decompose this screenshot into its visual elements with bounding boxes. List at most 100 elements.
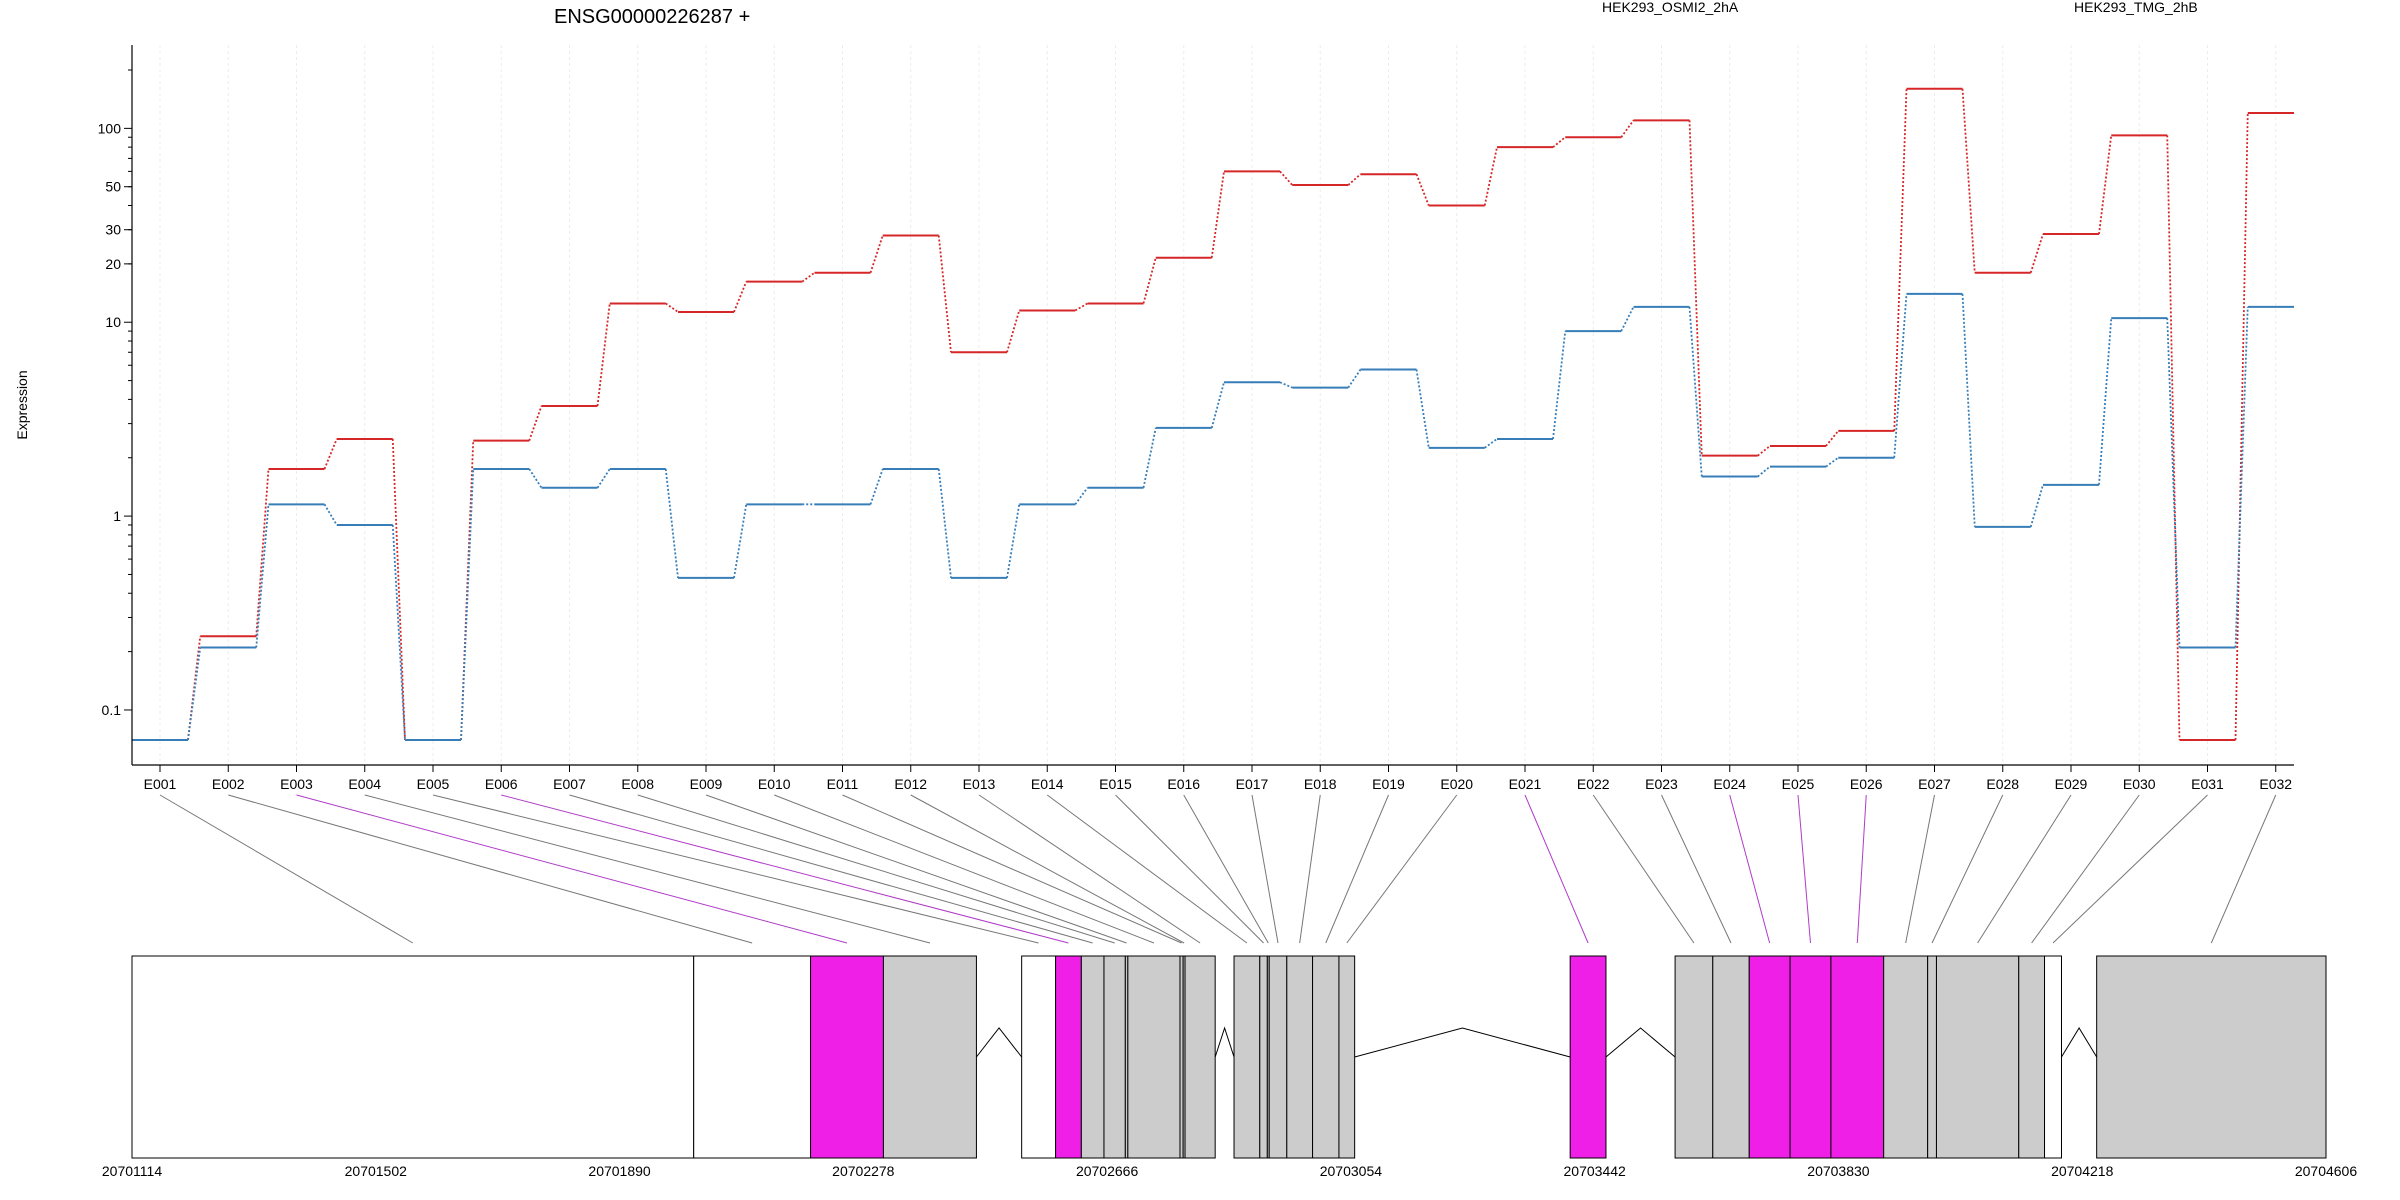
series-2-transition [1347, 369, 1362, 389]
exon-bin-E013 [1184, 955, 1216, 1159]
exon-bin-E026 [1830, 955, 1885, 1159]
y-tick-label: 0.1 [102, 702, 122, 718]
series-1-transition [2098, 135, 2113, 235]
x-tick-label: E003 [280, 776, 313, 792]
connector-E016 [1183, 794, 1269, 944]
series-1-transition [1688, 120, 1703, 456]
connector-E020 [1346, 794, 1458, 944]
coordinate-label: 20702278 [832, 1163, 895, 1179]
series-1-transition [2029, 233, 2044, 274]
connector-E003 [296, 794, 848, 944]
x-tick-label: E004 [348, 776, 381, 792]
coordinate-label: 20704218 [2051, 1163, 2114, 1179]
coordinate-label: 20702666 [1076, 1163, 1139, 1179]
intron-line [1214, 1026, 1235, 1058]
coordinate-label: 20704606 [2295, 1163, 2358, 1179]
series-1-transition [1142, 257, 1157, 304]
x-tick-label: E010 [758, 776, 791, 792]
connector-E026 [1856, 794, 1867, 944]
connector-E001 [159, 794, 414, 944]
exon-bin-E006 [1055, 955, 1082, 1159]
x-tick-label: E022 [1577, 776, 1610, 792]
connector-E024 [1729, 794, 1771, 944]
connector-E025 [1797, 794, 1811, 944]
series-2-transition [1825, 457, 1839, 468]
coordinate-label: 20701890 [588, 1163, 651, 1179]
connector-E027 [1905, 794, 1935, 944]
x-tick-label: E009 [690, 776, 723, 792]
series-1-transition [1893, 88, 1908, 431]
connector-E021 [1524, 794, 1589, 944]
intron-line [1354, 1027, 1571, 1058]
x-tick-label: E014 [1031, 776, 1064, 792]
x-tick-label: E002 [212, 776, 245, 792]
connector-E028 [1931, 794, 2004, 944]
exon-bin-E029 [1935, 955, 2020, 1159]
series-2-transition [1142, 427, 1157, 488]
x-gridlines [159, 45, 2277, 765]
exon-bin-E010 [1127, 955, 1181, 1159]
series-2-transition [255, 504, 270, 648]
series-2-transition [323, 503, 338, 526]
exon-bin-E032 [2096, 955, 2327, 1159]
exon-bin-E007 [1080, 955, 1105, 1159]
connector-E017 [1251, 794, 1279, 944]
x-tick-label: E028 [1986, 776, 2019, 792]
exon-bin-E019 [1312, 955, 1340, 1159]
exon-bin-E024 [1748, 955, 1791, 1159]
exon-bin-E031 [2044, 955, 2062, 1159]
x-tick-label: E023 [1645, 776, 1678, 792]
series-1-transition [1620, 119, 1635, 138]
connector-E010 [774, 794, 1155, 944]
y-axis-label: Expression [14, 370, 30, 439]
series-1-transition [1415, 173, 1430, 206]
series-2-transition [1074, 487, 1089, 505]
x-tick-label: E017 [1236, 776, 1269, 792]
series-1-transition [869, 235, 884, 274]
exon-bin-E028 [1927, 955, 1937, 1159]
connector-E019 [1325, 794, 1389, 944]
intron-line [1605, 1027, 1676, 1058]
series-1-transition [1210, 171, 1225, 258]
coordinate-label: 20703830 [1807, 1163, 1870, 1179]
connector-E014 [1046, 794, 1248, 944]
x-tick-label: E032 [2259, 776, 2292, 792]
exon-bin-E018 [1286, 955, 1314, 1159]
connector-E031 [2052, 794, 2208, 944]
series-1-transition [1552, 136, 1566, 148]
exon-connectors [159, 794, 2277, 944]
series-2-transition [1415, 369, 1430, 448]
connector-E013 [978, 794, 1201, 944]
connector-E015 [1115, 794, 1264, 944]
series-1-transition [1961, 88, 1976, 273]
connector-E002 [228, 794, 753, 944]
chart-title: ENSG00000226287 + [554, 6, 750, 28]
series-lines [132, 87, 2294, 741]
connector-E009 [705, 794, 1127, 944]
coordinate-label: 20701502 [345, 1163, 408, 1179]
x-tick-label: E011 [827, 776, 859, 792]
series-1-transition [2166, 135, 2181, 741]
series-1-transition [391, 438, 406, 741]
connector-E018 [1299, 794, 1321, 944]
y-tick-label: 10 [105, 314, 121, 330]
series-2-transition [2098, 318, 2113, 485]
series-2-transition [1688, 306, 1703, 477]
series-1-transition [323, 438, 338, 470]
connector-E005 [432, 794, 1039, 944]
x-tick-label: E013 [963, 776, 996, 792]
series-1-transition [1279, 170, 1293, 186]
exon-bin-E003 [810, 955, 884, 1159]
series-2-transition [937, 468, 952, 578]
x-tick-label: E019 [1372, 776, 1405, 792]
x-tick-label: E008 [621, 776, 654, 792]
y-tick-label: 30 [105, 222, 121, 238]
x-tick-label: E031 [2191, 776, 2224, 792]
series-2-transition [2029, 484, 2044, 528]
series-1-transition [1074, 302, 1088, 312]
series-2-transition [2166, 318, 2181, 648]
series-2-transition [596, 468, 611, 489]
coordinate-label: 20701114 [102, 1163, 162, 1179]
series-2-transition [733, 504, 748, 579]
